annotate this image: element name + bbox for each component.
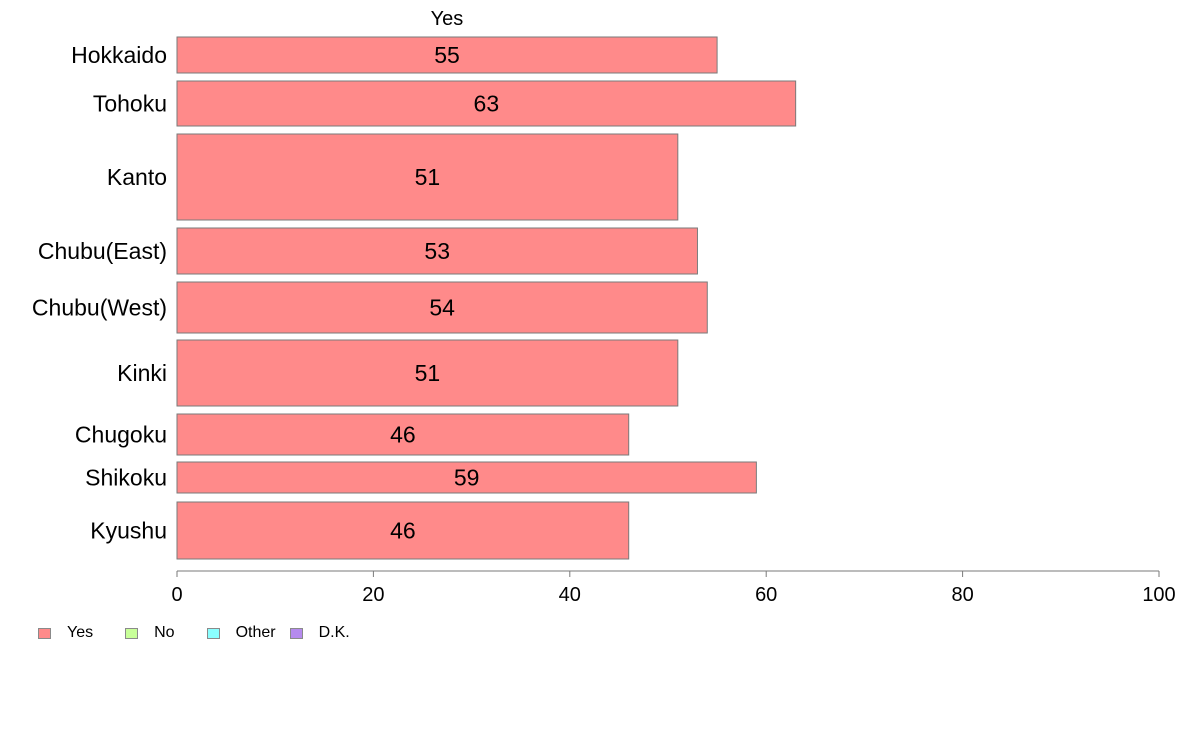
x-tick-label: 20 [362,584,384,606]
x-axis: 0 20 40 60 80 100 [171,570,1176,606]
x-tick-label: 60 [755,584,777,606]
x-tick-label: 80 [951,584,973,606]
category-label: Tohoku [93,91,167,117]
bar-yes-chugoku [176,413,630,456]
category-label: Shikoku [85,465,167,491]
bar-yes-hokkaido [176,36,718,74]
value-labels: 55 63 51 53 54 51 46 59 46 [390,42,499,544]
category-label: Hokkaido [71,42,167,68]
x-tick-label: 40 [559,584,581,606]
category-label: Chubu(West) [32,295,167,321]
category-label: Kyushu [90,518,167,544]
category-label: Kinki [117,360,167,386]
legend-swatch-other [206,627,220,639]
legend-item-no: No [125,624,192,642]
data-label: 53 [424,238,450,264]
x-tick-label: 0 [171,584,182,606]
legend-item-other: Other [206,624,276,642]
legend-swatch-yes [38,627,51,639]
category-label: Kanto [107,164,167,190]
legend-item-yes: Yes [38,624,111,642]
data-label: 55 [434,42,460,68]
data-label: 54 [429,295,455,321]
data-label: 59 [454,465,480,491]
data-label: 51 [415,164,441,190]
category-label: Chugoku [75,422,167,448]
legend-swatch-no [125,627,139,639]
bar-yes-shikoku [176,461,757,494]
legend: Yes No Other D.K. [38,624,364,642]
data-label: 46 [390,422,416,448]
category-labels: Hokkaido Tohoku Kanto Chubu(East) Chubu(West… [32,42,167,544]
data-label: 46 [390,518,416,544]
legend-label: Other [235,624,276,641]
bar-yes-kinki [176,339,679,407]
bar-yes-tohoku [176,80,797,127]
bar-yes-kyushu [176,501,630,560]
legend-swatch-dk [289,627,303,639]
data-label: 63 [474,91,500,117]
legend-label: D.K. [318,624,350,641]
bar-yes-chubuwest [176,281,708,334]
x-tick-label: 100 [1142,584,1175,606]
legend-label: Yes [67,624,94,641]
data-label: 51 [415,360,441,386]
bar-yes-chubueast [176,227,698,275]
legend-label: No [154,624,175,641]
bar-yes-kanto [176,133,679,221]
panel-title: Yes [431,8,464,30]
legend-item-dk: D.K. [289,624,350,642]
category-label: Chubu(East) [38,238,167,264]
bars-group [176,36,797,560]
